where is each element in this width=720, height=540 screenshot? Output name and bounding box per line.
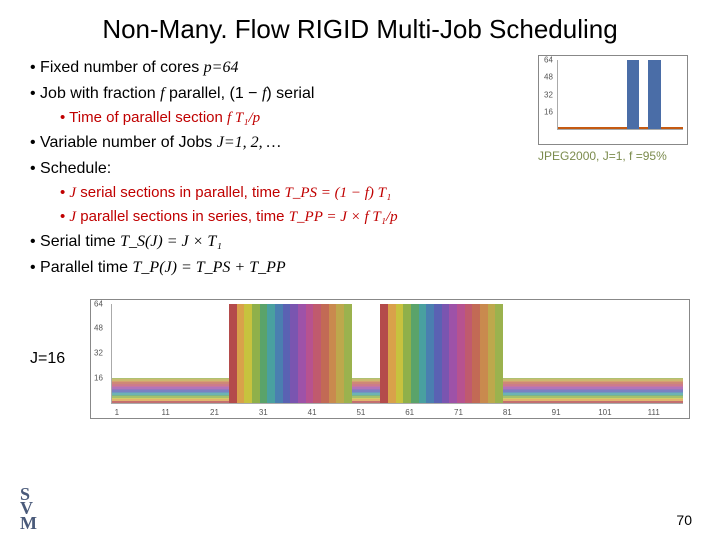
logo-icon: SVM [20,487,37,530]
bullet-4-sub1: J serial sections in parallel, time T_PS… [60,181,530,205]
xtick: 101 [598,408,611,417]
bullet-2-sub: Time of parallel section f T₁/p [60,106,530,130]
parallel-bar [244,304,252,403]
parallel-bar [488,304,496,403]
parallel-bar [434,304,442,403]
parallel-bar [472,304,480,403]
bullet-4-sub2: J parallel sections in series, time T_PP… [60,205,530,229]
page-number: 70 [676,512,692,528]
parallel-bar [442,304,450,403]
xtick: 21 [210,408,219,417]
bullet-list: Fixed number of cores p=64 Job with frac… [30,55,530,281]
baseline-stripe [558,127,683,129]
parallel-bar [283,304,291,403]
bar [627,60,640,129]
xtick: 61 [405,408,414,417]
xtick: 51 [356,408,365,417]
xtick: 81 [503,408,512,417]
ytick: 64 [94,299,103,308]
ytick: 32 [544,90,553,99]
parallel-bar [344,304,352,403]
bar [648,60,661,129]
ytick: 48 [544,73,553,82]
parallel-bar [267,304,275,403]
ytick: 16 [544,107,553,116]
xtick: 91 [552,408,561,417]
parallel-bar [495,304,503,403]
j16-label: J=16 [30,350,90,368]
parallel-bar [275,304,283,403]
ytick: 48 [94,324,103,333]
small-chart: 16 32 48 64 [538,55,688,145]
parallel-bar [480,304,488,403]
big-chart-row: J=16 163248641112131415161718191101111 [30,299,690,419]
parallel-bar [313,304,321,403]
xtick: 71 [454,408,463,417]
bullet-5: Serial time T_S(J) = J × T₁ [30,229,530,255]
small-chart-caption: JPEG2000, J=1, f =95% [538,149,690,163]
parallel-bar [449,304,457,403]
parallel-bar [426,304,434,403]
parallel-bar [298,304,306,403]
ytick: 64 [544,56,553,65]
xtick: 111 [648,408,660,417]
parallel-bar [403,304,411,403]
parallel-bar [229,304,237,403]
parallel-bar [321,304,329,403]
small-plot-area: 16324864 [557,60,683,130]
ytick: 32 [94,349,103,358]
parallel-bar [290,304,298,403]
parallel-bar [411,304,419,403]
bullet-3: Variable number of Jobs J=1, 2, … [30,130,530,156]
parallel-bar [237,304,245,403]
parallel-bar [396,304,404,403]
big-chart: 163248641112131415161718191101111 [90,299,690,419]
xtick: 1 [115,408,119,417]
bullet-4: Schedule: [30,156,530,182]
parallel-bar [419,304,427,403]
bullet-2: Job with fraction f parallel, (1 − f) se… [30,81,530,107]
content-area: Fixed number of cores p=64 Job with frac… [0,55,720,281]
parallel-bar [252,304,260,403]
big-plot-area: 163248641112131415161718191101111 [111,304,683,404]
bullet-6: Parallel time T_P(J) = T_PS + T_PP [30,255,530,281]
small-chart-area: 16 32 48 64 JPEG2000, J=1, f =95% [530,55,690,281]
parallel-bar [306,304,314,403]
parallel-bar [260,304,268,403]
xtick: 11 [162,408,170,417]
parallel-bar [465,304,473,403]
bullet-1: Fixed number of cores p=64 [30,55,530,81]
parallel-bar [336,304,344,403]
xtick: 41 [308,408,317,417]
slide-title: Non-Many. Flow RIGID Multi-Job Schedulin… [0,0,720,55]
parallel-bar [388,304,396,403]
xtick: 31 [259,408,268,417]
parallel-bar [380,304,388,403]
ytick: 16 [94,373,103,382]
parallel-bar [457,304,465,403]
parallel-bar [329,304,337,403]
